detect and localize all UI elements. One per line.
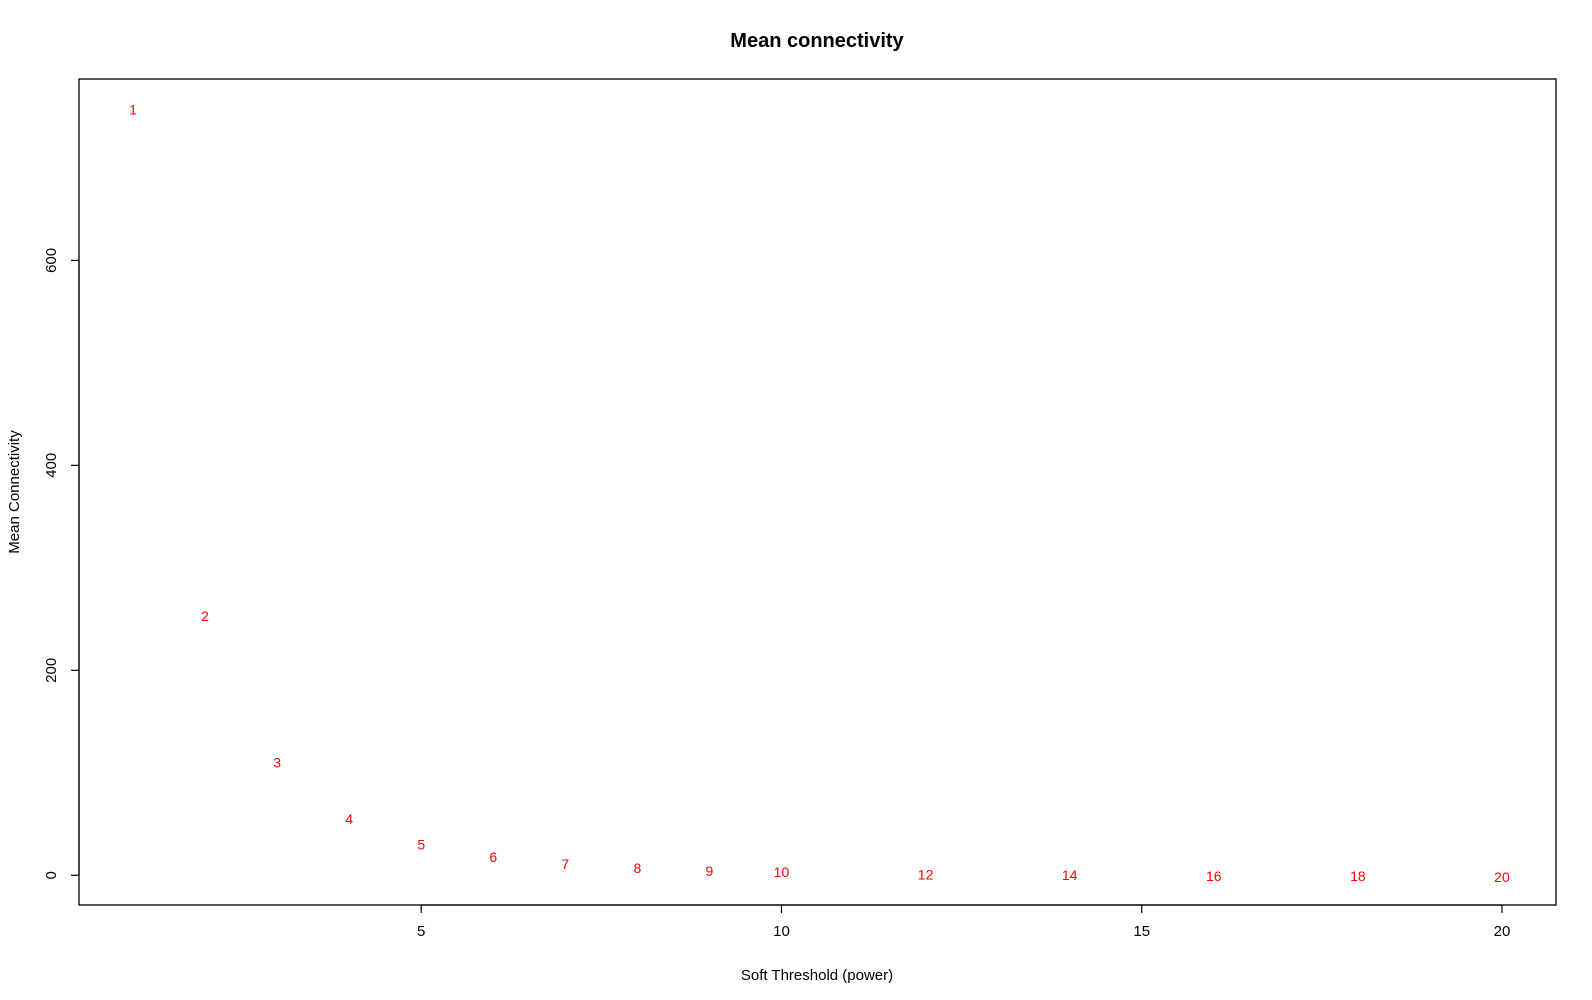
data-point-label: 14	[1062, 867, 1078, 883]
y-tick-label: 600	[43, 248, 60, 273]
y-tick-label: 0	[43, 871, 60, 879]
plot-frame	[78, 78, 1557, 906]
data-point-label: 1	[129, 102, 137, 118]
x-axis: 5 10 15 20	[417, 904, 1511, 940]
data-point-label: 7	[561, 856, 569, 872]
data-point-label: 2	[201, 608, 209, 624]
data-point-label: 18	[1350, 868, 1366, 884]
chart-title: Mean connectivity	[730, 30, 904, 52]
y-axis-label: Mean Connectivity	[6, 430, 23, 554]
x-tick-label: 5	[417, 923, 425, 940]
x-axis-label: Soft Threshold (power)	[741, 967, 893, 984]
data-point-label: 16	[1206, 868, 1222, 884]
y-tick-label: 200	[43, 658, 60, 683]
data-point-label: 8	[633, 860, 641, 876]
y-tick-label: 400	[43, 453, 60, 478]
data-point-label: 6	[489, 849, 497, 865]
data-point-label: 12	[918, 866, 934, 882]
data-point-label: 5	[417, 837, 425, 853]
data-point-label: 20	[1494, 869, 1510, 885]
data-point-label: 3	[273, 755, 281, 771]
x-tick-label: 20	[1494, 923, 1511, 940]
x-tick-label: 10	[773, 923, 790, 940]
data-point-label: 10	[774, 864, 790, 880]
x-tick-label: 15	[1133, 923, 1150, 940]
data-point-label: 4	[345, 811, 353, 827]
data-point-label: 9	[706, 863, 714, 879]
y-axis: 0 200 400 600	[43, 248, 80, 879]
